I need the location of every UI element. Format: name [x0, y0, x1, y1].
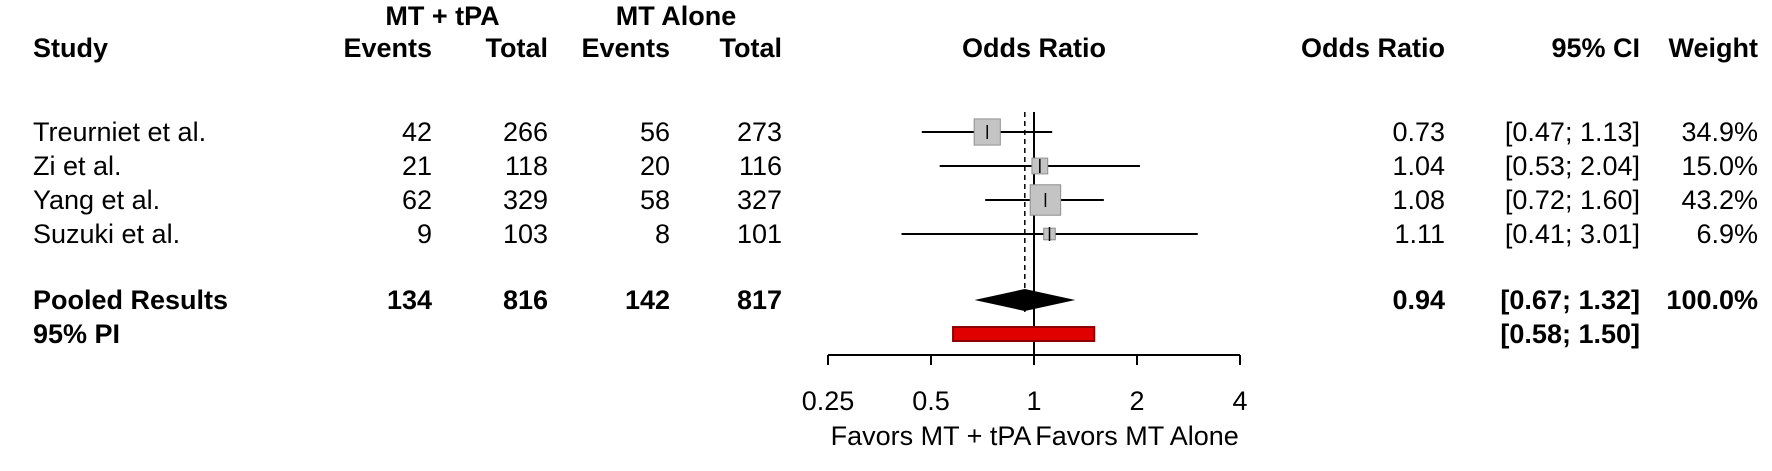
pooled-odds-ratio-value: 0.94 — [1392, 285, 1445, 315]
events-mt-tpa: 21 — [401, 151, 432, 181]
total-mt-alone: 273 — [736, 117, 782, 147]
ci-value: [0.53; 2.04] — [1504, 151, 1640, 181]
events-mt-alone: 8 — [654, 219, 670, 249]
axis-tick-label: 2 — [1129, 386, 1144, 416]
odds-ratio-value: 1.04 — [1392, 151, 1445, 181]
prediction-interval-bar — [952, 326, 1096, 342]
events-mt-alone: 20 — [639, 151, 670, 181]
column-header-total-2: Total — [719, 33, 783, 63]
column-header-95ci: 95% CI — [1551, 33, 1640, 63]
favors-right-label: Favors MT Alone — [1035, 421, 1239, 451]
total-mt-alone: 327 — [736, 185, 782, 215]
total-mt-alone: 116 — [738, 151, 782, 181]
column-header-weight: Weight — [1668, 33, 1759, 63]
weight-value: 15.0% — [1681, 151, 1758, 181]
column-header-events-1: Events — [343, 33, 432, 63]
odds-ratio-value: 1.11 — [1394, 219, 1445, 249]
study-name: Suzuki et al. — [33, 219, 181, 249]
prediction-interval-label: 95% PI — [33, 319, 121, 349]
pooled-ci-value: [0.67; 1.32] — [1500, 285, 1640, 315]
events-mt-tpa: 62 — [401, 185, 432, 215]
study-name: Yang et al. — [33, 185, 161, 215]
study-name: Treurniet et al. — [33, 117, 207, 147]
ci-value: [0.72; 1.60] — [1504, 185, 1640, 215]
total-mt-alone: 101 — [736, 219, 782, 249]
total-mt-tpa: 266 — [502, 117, 548, 147]
pooled-total-mt-alone: 817 — [736, 285, 782, 315]
events-mt-alone: 56 — [639, 117, 670, 147]
weight-value: 6.9% — [1696, 219, 1758, 249]
effect-square — [1029, 184, 1062, 216]
total-mt-tpa: 118 — [504, 151, 548, 181]
group-header-mt-alone: MT Alone — [615, 1, 737, 31]
study-name: Zi et al. — [33, 151, 122, 181]
column-header-study: Study — [33, 33, 109, 63]
group-header-mt-tpa: MT + tPA — [385, 1, 500, 31]
events-mt-tpa: 42 — [401, 117, 432, 147]
column-header-events-2: Events — [581, 33, 670, 63]
pooled-weight-value: 100.0% — [1666, 285, 1758, 315]
total-mt-tpa: 103 — [502, 219, 548, 249]
events-mt-alone: 58 — [639, 185, 670, 215]
axis-tick-label: 4 — [1232, 386, 1247, 416]
column-header-plot-odds-ratio: Odds Ratio — [961, 33, 1106, 63]
weight-value: 34.9% — [1681, 117, 1758, 147]
column-header-odds-ratio: Odds Ratio — [1300, 33, 1445, 63]
axis-tick-label: 1 — [1026, 386, 1041, 416]
odds-ratio-value: 1.08 — [1392, 185, 1445, 215]
pooled-results-label: Pooled Results — [33, 285, 229, 315]
ci-value: [0.47; 1.13] — [1504, 117, 1640, 147]
weight-value: 43.2% — [1681, 185, 1758, 215]
odds-ratio-value: 0.73 — [1392, 117, 1445, 147]
pooled-diamond — [974, 289, 1076, 311]
events-mt-tpa: 9 — [416, 219, 432, 249]
pooled-events-mt-tpa: 134 — [386, 285, 432, 315]
column-header-total-1: Total — [485, 33, 549, 63]
favors-left-label: Favors MT + tPA — [831, 421, 1032, 451]
axis-tick-label: 0.25 — [802, 386, 855, 416]
prediction-interval-ci-value: [0.58; 1.50] — [1500, 319, 1640, 349]
pooled-total-mt-tpa: 816 — [502, 285, 548, 315]
pooled-events-mt-alone: 142 — [624, 285, 670, 315]
ci-value: [0.41; 3.01] — [1504, 219, 1640, 249]
axis-tick-label: 0.5 — [912, 386, 950, 416]
total-mt-tpa: 329 — [502, 185, 548, 215]
